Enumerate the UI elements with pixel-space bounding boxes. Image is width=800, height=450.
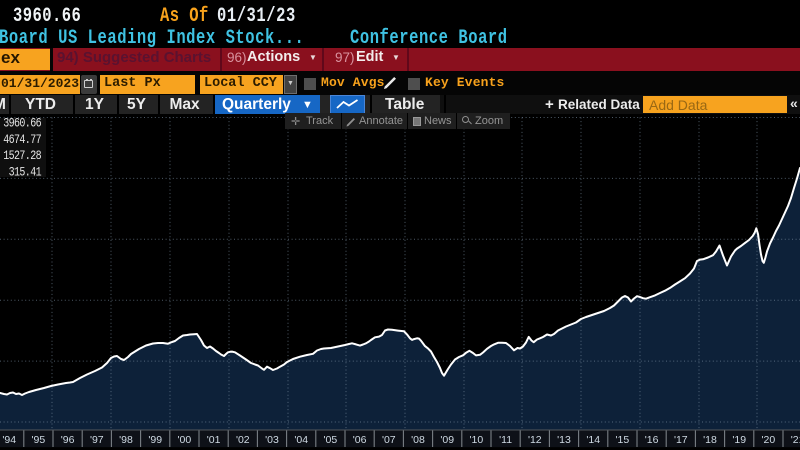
svg-text:'95: '95	[32, 434, 46, 446]
svg-text:'10: '10	[470, 434, 484, 446]
svg-text:'02: '02	[236, 434, 250, 446]
svg-text:'14: '14	[586, 434, 600, 446]
svg-text:'97: '97	[90, 434, 104, 446]
svg-text:'07: '07	[382, 434, 396, 446]
svg-text:'94: '94	[2, 434, 16, 446]
svg-text:'16: '16	[645, 434, 659, 446]
svg-text:'00: '00	[178, 434, 192, 446]
svg-text:'08: '08	[411, 434, 425, 446]
svg-text:'99: '99	[148, 434, 162, 446]
svg-text:'01: '01	[207, 434, 221, 446]
svg-text:'98: '98	[119, 434, 133, 446]
svg-text:'96: '96	[61, 434, 75, 446]
svg-text:'13: '13	[557, 434, 571, 446]
svg-text:'09: '09	[440, 434, 454, 446]
svg-text:'04: '04	[294, 434, 308, 446]
svg-text:'18: '18	[703, 434, 717, 446]
svg-text:'17: '17	[674, 434, 688, 446]
svg-text:'12: '12	[528, 434, 542, 446]
svg-text:'15: '15	[616, 434, 630, 446]
svg-text:'05: '05	[324, 434, 338, 446]
svg-text:'20: '20	[762, 434, 776, 446]
svg-text:'19: '19	[732, 434, 746, 446]
svg-text:'03: '03	[265, 434, 279, 446]
svg-text:'06: '06	[353, 434, 367, 446]
svg-text:'11: '11	[499, 434, 512, 446]
svg-text:'21: '21	[791, 434, 800, 446]
